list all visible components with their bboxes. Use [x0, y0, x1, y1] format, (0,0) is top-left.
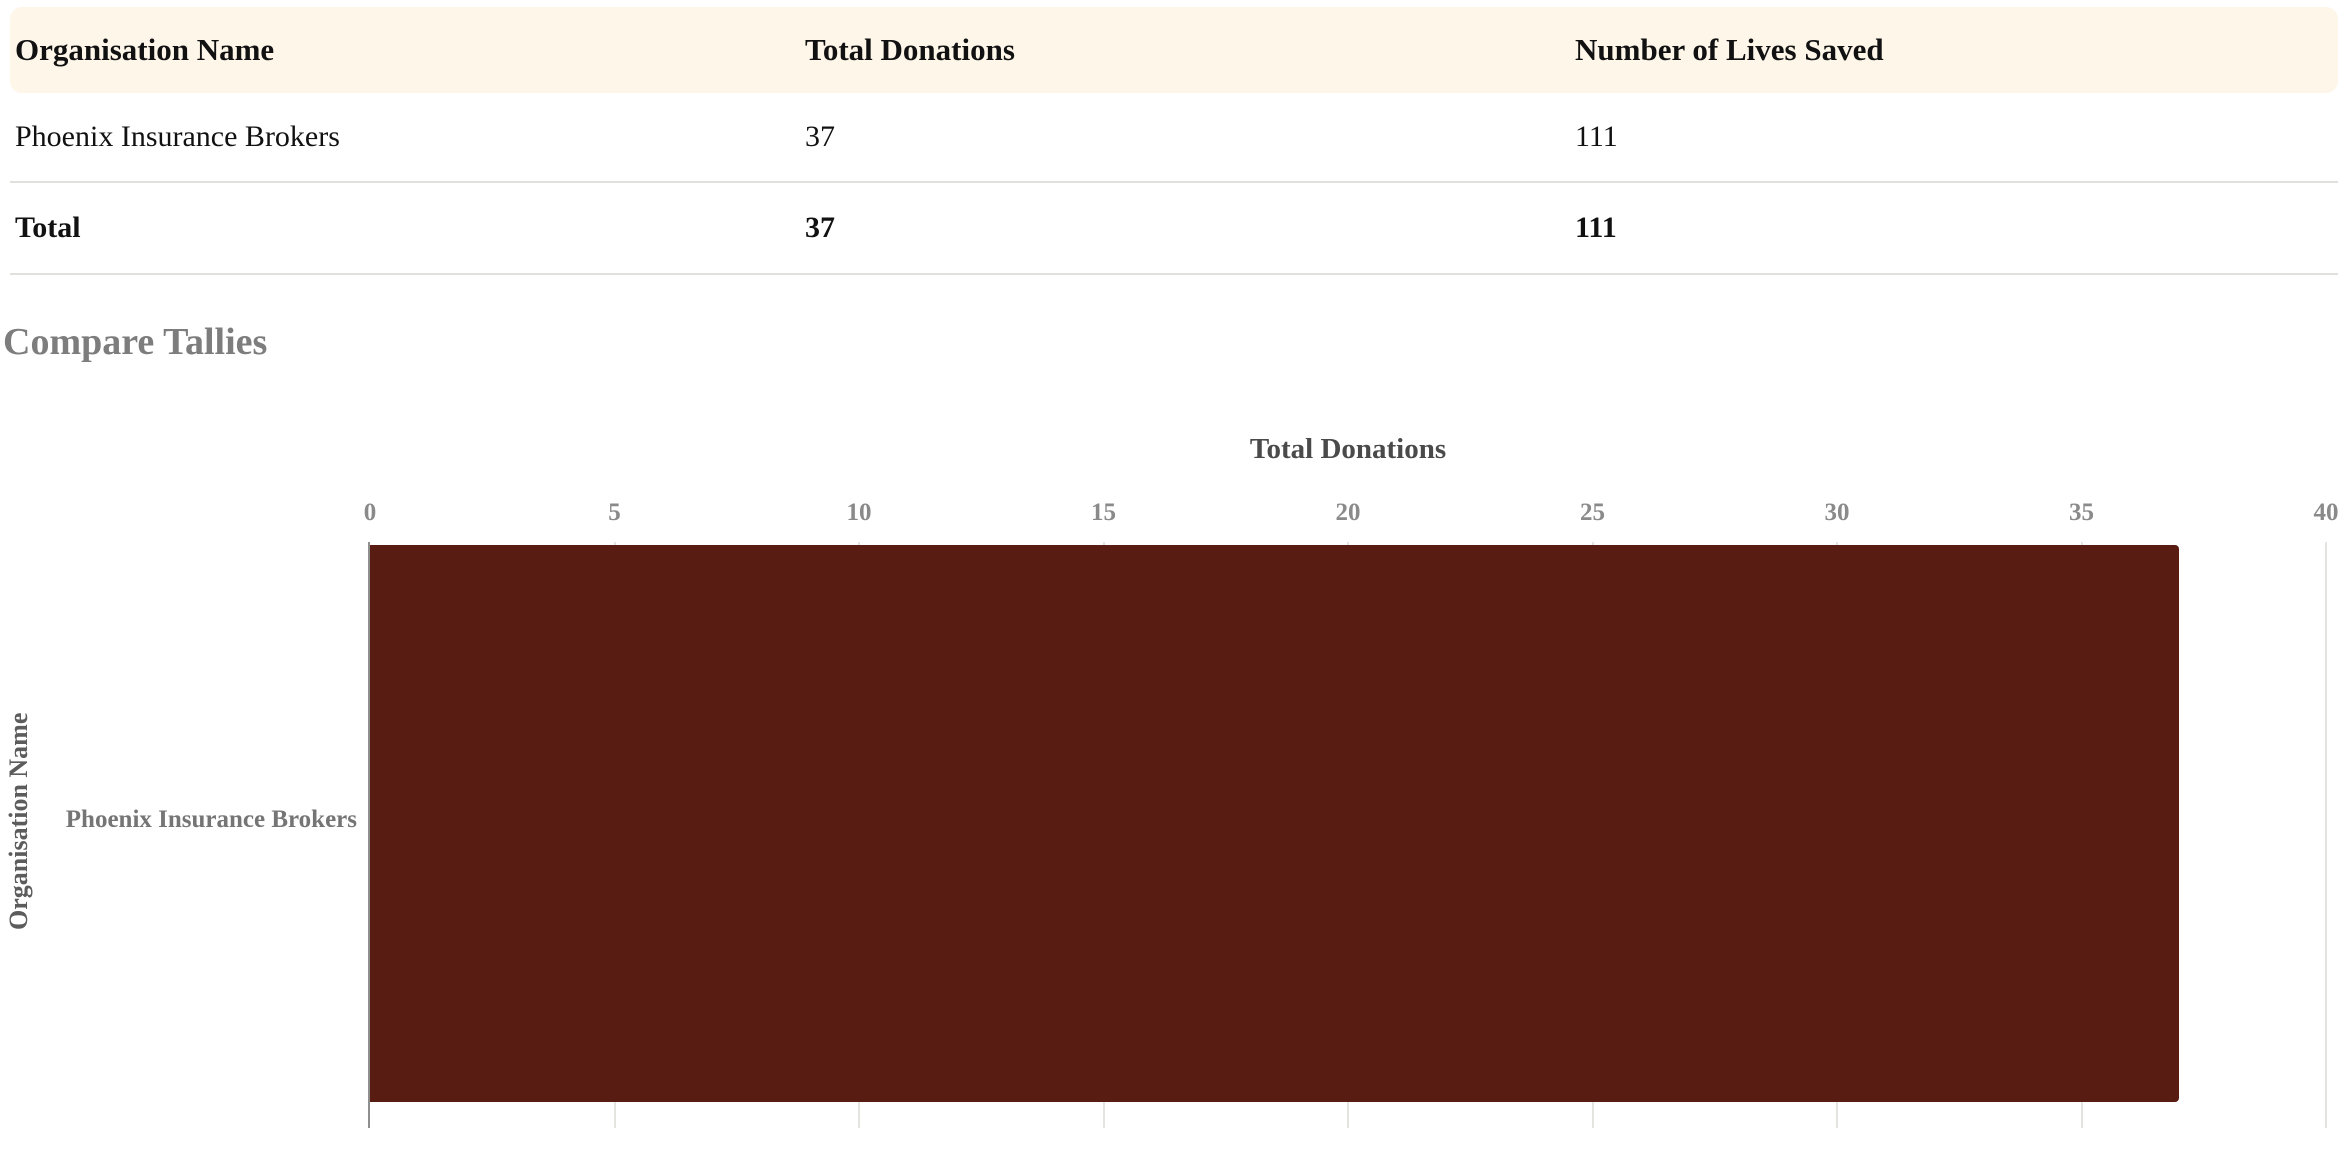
total-donations-sum-cell: 37 [805, 211, 835, 244]
x-tick-label: 25 [1580, 499, 1605, 526]
x-tick-label: 10 [846, 499, 872, 526]
bar-phoenix-insurance-brokers [370, 545, 2180, 1102]
lives-saved-sum-cell: 111 [1575, 211, 1617, 244]
x-tick-label: 35 [2069, 499, 2094, 526]
total-donations-cell: 37 [805, 120, 835, 153]
total-label-cell: Total [15, 211, 81, 244]
column-header-lives-saved: Number of Lives Saved [1575, 32, 1884, 67]
tally-table: Organisation Name Total Donations Number… [10, 7, 2338, 275]
x-tick-label: 0 [363, 499, 377, 526]
y-axis-title: Organisation Name [4, 712, 33, 930]
plot-area [368, 542, 2327, 1128]
table-total-row: Total 37 111 [10, 183, 2338, 275]
table-row: Phoenix Insurance Brokers 37 111 [10, 93, 2338, 183]
y-tick-label: Phoenix Insurance Brokers [65, 806, 357, 833]
x-tick-label: 15 [1091, 499, 1116, 526]
org-name-cell: Phoenix Insurance Brokers [15, 120, 340, 153]
x-tick-label: 40 [2313, 499, 2339, 526]
gridline [2325, 542, 2327, 1128]
x-axis-tick-labels: 0 5 10 15 20 25 30 35 40 [364, 499, 2339, 529]
x-tick-label: 30 [1824, 499, 1850, 526]
table-header-row: Organisation Name Total Donations Number… [10, 7, 2338, 93]
column-header-total-donations: Total Donations [805, 32, 1015, 67]
column-header-organisation-name: Organisation Name [15, 32, 275, 67]
x-tick-label: 20 [1335, 499, 1361, 526]
section-title: Compare Tallies [3, 321, 268, 363]
x-axis-title: Total Donations [1249, 433, 1447, 465]
x-tick-label: 5 [608, 499, 621, 526]
lives-saved-cell: 111 [1575, 120, 1618, 153]
